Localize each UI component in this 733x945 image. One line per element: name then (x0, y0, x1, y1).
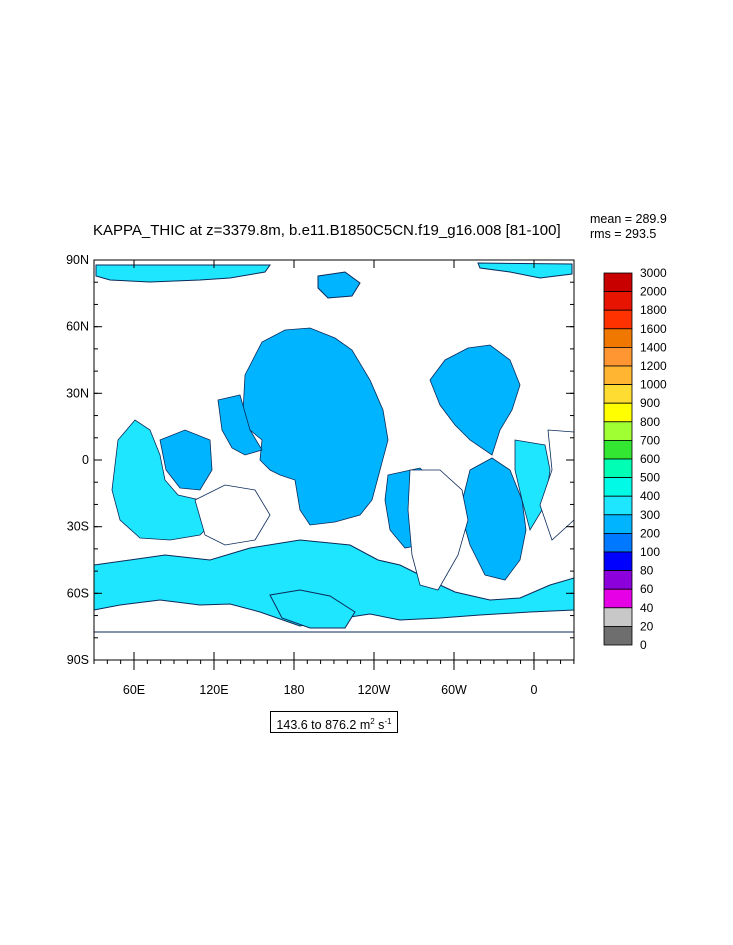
colorbar-swatch (603, 309, 633, 330)
lon-tick-label: 60W (441, 683, 467, 697)
colorbar-level-label: 800 (640, 415, 660, 429)
colorbar-swatch (603, 291, 633, 311)
map-frame-group (94, 260, 574, 660)
lat-tick-label: 0 (82, 453, 89, 467)
colorbar-level-label: 80 (640, 564, 654, 578)
colorbar-swatch (603, 514, 633, 534)
land-antarctica (94, 631, 574, 660)
mean-label: mean = 289.9 (590, 212, 667, 226)
stats-block: mean = 289.9 rms = 293.5 (590, 212, 667, 242)
colorbar-level-label: 900 (640, 396, 660, 410)
lat-tick-label: 60S (67, 586, 89, 600)
colorbar-swatch (603, 365, 633, 386)
colorbar-swatch (603, 477, 633, 497)
lat-tick-label: 60N (66, 320, 89, 334)
lon-tick-label: 0 (531, 683, 538, 697)
colorbar-level-label: 1000 (640, 378, 667, 392)
colorbar-level-label: 400 (640, 489, 660, 503)
colorbar-swatch (603, 384, 633, 404)
colorbar-level-label: 1200 (640, 359, 667, 373)
colorbar-swatch (603, 607, 633, 627)
lat-tick-label: 90N (66, 253, 89, 267)
ocean-arctic-island (317, 271, 361, 299)
ocean-arctic-east (477, 262, 573, 279)
colorbar-level-label: 1600 (640, 322, 667, 336)
colorbar-swatch (603, 533, 633, 553)
axis-ticks: 90N 60N 30N 0 30S 60S 90S 60E 120E 180 120W 60W 0 (66, 253, 575, 697)
colorbar-level-label: 300 (640, 508, 660, 522)
colorbar-level-label: 20 (640, 619, 654, 633)
colorbar-swatch (603, 495, 633, 516)
ocean-indian-east (159, 429, 213, 491)
colorbar-level-label: 1400 (640, 340, 667, 354)
lon-tick-label: 120W (358, 683, 391, 697)
colorbar-level-label: 600 (640, 452, 660, 466)
colorbar-level-label: 3000 (640, 266, 667, 280)
colorbar-swatch (603, 551, 633, 572)
colorbar-level-label: 200 (640, 526, 660, 540)
range-text: 143.6 to 876.2 m (276, 718, 371, 733)
lon-tick-label: 60E (123, 683, 145, 697)
land-africa (539, 429, 574, 541)
colorbar-level-label: 0 (640, 638, 647, 652)
colorbar-swatch (603, 439, 633, 460)
colorbar-swatch (603, 421, 633, 441)
colorbar-level-label: 40 (640, 601, 654, 615)
colorbar-level-label: 2000 (640, 285, 667, 299)
colorbar-swatch (603, 402, 633, 423)
range-exp1: 2 (370, 717, 375, 726)
colorbar: 3000200018001600140012001000900800700600… (603, 266, 667, 652)
colorbar-level-label: 1800 (640, 303, 667, 317)
lon-tick-label: 120E (199, 683, 228, 697)
ocean-arctic (95, 264, 271, 283)
ocean-atlantic-north (429, 344, 521, 456)
ocean-pacific-west (217, 394, 263, 456)
range-exp2: -1 (384, 717, 392, 726)
ocean-southern (94, 539, 574, 627)
colorbar-level-label: 60 (640, 582, 654, 596)
land-south-america (407, 469, 469, 591)
colorbar-swatch (603, 570, 633, 590)
ocean-pacific (242, 327, 389, 526)
colorbar-level-label: 100 (640, 545, 660, 559)
rms-label: rms = 293.5 (590, 227, 657, 241)
colorbar-swatch (603, 588, 633, 609)
colorbar-level-label: 500 (640, 471, 660, 485)
colorbar-level-label: 700 (640, 433, 660, 447)
lat-tick-label: 30N (66, 386, 89, 400)
range-unit-s: s (374, 718, 385, 733)
ocean-southern-2 (269, 589, 356, 629)
colorbar-swatch (603, 328, 633, 348)
colorbar-swatch (603, 626, 633, 646)
lat-tick-label: 30S (67, 520, 89, 534)
plot-title: KAPPA_THIC at z=3379.8m, b.e11.B1850C5CN… (93, 222, 561, 239)
colorbar-swatch (603, 346, 633, 367)
range-box: 143.6 to 876.2 m2 s-1 (270, 711, 398, 733)
lat-tick-label: 90S (67, 653, 89, 667)
land-australia (194, 484, 271, 546)
ocean-atlantic-south (459, 457, 527, 581)
lon-tick-label: 180 (284, 683, 305, 697)
colorbar-swatch (603, 458, 633, 479)
colorbar-swatch (603, 272, 633, 293)
